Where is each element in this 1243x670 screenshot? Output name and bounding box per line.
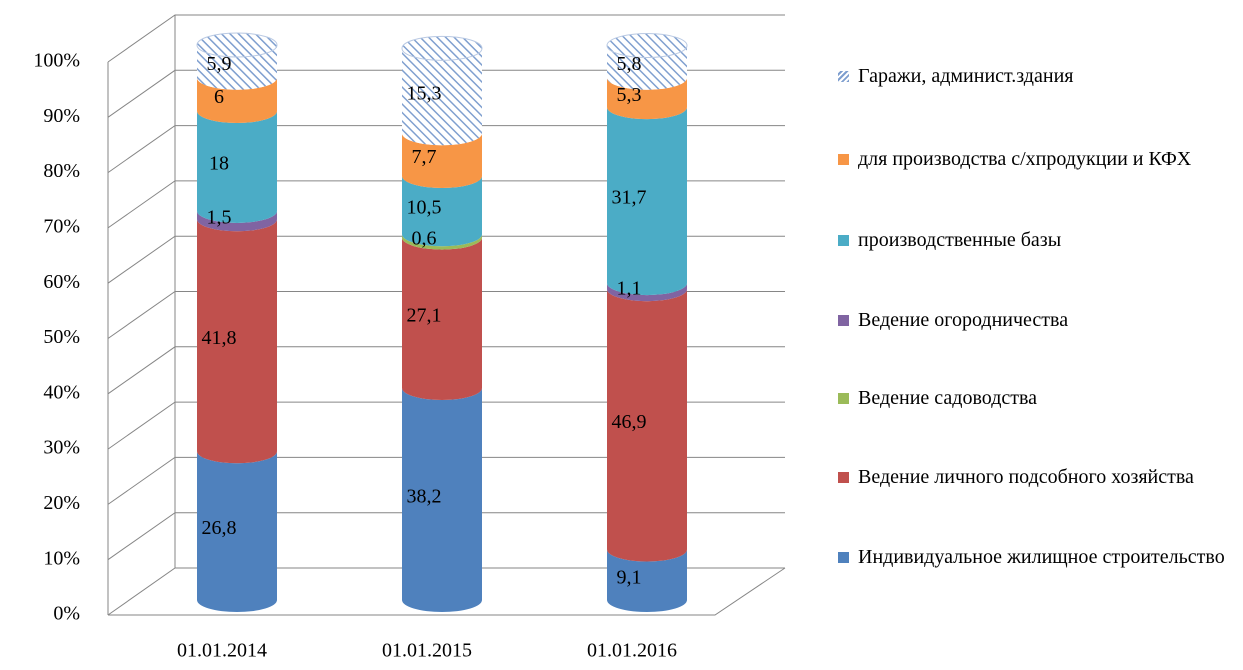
y-tick-label: 60% bbox=[43, 271, 80, 293]
data-label: 5,8 bbox=[617, 53, 642, 75]
legend-label: Гаражи, админист.здания bbox=[858, 65, 1074, 87]
legend-swatch bbox=[838, 472, 849, 483]
data-label: 27,1 bbox=[407, 304, 442, 326]
data-label: 1,1 bbox=[617, 278, 642, 300]
data-label: 0,6 bbox=[412, 228, 437, 250]
legend-item: Индивидуальное жилищное строительство bbox=[838, 543, 1228, 571]
data-label: 15,3 bbox=[407, 82, 442, 104]
legend-swatch bbox=[838, 71, 849, 82]
bar-segment bbox=[402, 237, 482, 400]
legend-swatch bbox=[838, 552, 849, 563]
y-tick-label: 100% bbox=[33, 50, 80, 72]
bar-segment bbox=[402, 133, 482, 188]
data-label: 10,5 bbox=[407, 197, 442, 219]
bar-segment bbox=[402, 387, 482, 612]
bar-segment bbox=[197, 77, 277, 124]
data-label: 9,1 bbox=[617, 566, 642, 588]
legend-label: Ведение личного подсобного хозяйства bbox=[858, 466, 1194, 488]
bar-cap bbox=[606, 33, 688, 59]
bar-segment bbox=[607, 77, 687, 120]
data-label: 38,2 bbox=[407, 486, 442, 508]
legend-item: Ведение личного подсобного хозяйства bbox=[838, 463, 1228, 491]
legend-swatch bbox=[838, 154, 849, 165]
y-tick-label: 40% bbox=[43, 381, 80, 403]
data-label: 5,9 bbox=[207, 53, 232, 75]
x-tick-label: 01.01.2016 bbox=[587, 640, 677, 662]
floor bbox=[108, 567, 786, 616]
legend-label: для производства с/хпродукции и КФХ bbox=[858, 148, 1192, 170]
data-label: 6 bbox=[214, 86, 224, 108]
legend-label: Индивидуальное жилищное строительство bbox=[858, 546, 1225, 568]
y-tick-label: 30% bbox=[43, 437, 80, 459]
bar-segment bbox=[197, 210, 277, 232]
legend-label: Ведение огородничества bbox=[858, 309, 1069, 331]
data-label: 1,5 bbox=[207, 207, 232, 229]
bar-segment bbox=[402, 48, 482, 146]
bar-cap bbox=[196, 32, 278, 58]
data-label: 31,7 bbox=[612, 187, 647, 209]
y-tick-label: 90% bbox=[43, 105, 80, 127]
data-label: 26,8 bbox=[202, 517, 237, 539]
y-tick-label: 70% bbox=[43, 215, 80, 237]
x-tick-label: 01.01.2015 bbox=[382, 640, 472, 662]
legend-label: Ведение садоводства bbox=[858, 387, 1038, 409]
x-tick-label: 01.01.2014 bbox=[177, 640, 267, 662]
y-tick-label: 80% bbox=[43, 160, 80, 182]
legend-item: для производства с/хпродукции и КФХ bbox=[838, 145, 1228, 173]
data-label: 41,8 bbox=[202, 327, 237, 349]
bar-segment bbox=[402, 175, 482, 247]
data-label: 46,9 bbox=[612, 411, 647, 433]
bar-segment bbox=[197, 219, 277, 464]
bar-segment bbox=[402, 234, 482, 250]
legend-swatch bbox=[838, 315, 849, 326]
y-tick-label: 50% bbox=[43, 326, 80, 348]
bar-segment bbox=[607, 107, 687, 296]
data-label: 7,7 bbox=[412, 146, 437, 168]
legend-item: Ведение садоводства bbox=[838, 384, 1228, 412]
y-tick-label: 0% bbox=[53, 603, 80, 625]
bar-segment bbox=[197, 451, 277, 612]
y-tick-label: 10% bbox=[43, 547, 80, 569]
bar-segment bbox=[197, 111, 277, 223]
legend-item: производственные базы bbox=[838, 226, 1228, 254]
bar-segment bbox=[197, 45, 277, 90]
bar-segment bbox=[607, 549, 687, 612]
bar-segment bbox=[607, 289, 687, 562]
legend-label: производственные базы bbox=[858, 229, 1062, 251]
data-label: 18 bbox=[209, 153, 229, 175]
bar-segment bbox=[607, 283, 687, 302]
legend-swatch bbox=[838, 235, 849, 246]
legend-item: Ведение огородничества bbox=[838, 306, 1228, 334]
legend-item: Гаражи, админист.здания bbox=[838, 62, 1228, 90]
y-tick-label: 20% bbox=[43, 492, 80, 514]
bar-cap bbox=[401, 35, 483, 61]
legend-swatch bbox=[838, 393, 849, 404]
data-label: 5,3 bbox=[617, 84, 642, 106]
bar-segment bbox=[607, 45, 687, 90]
